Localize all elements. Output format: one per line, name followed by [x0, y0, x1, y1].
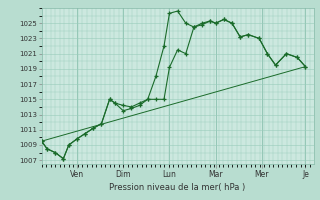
X-axis label: Pression niveau de la mer( hPa ): Pression niveau de la mer( hPa ) [109, 183, 246, 192]
